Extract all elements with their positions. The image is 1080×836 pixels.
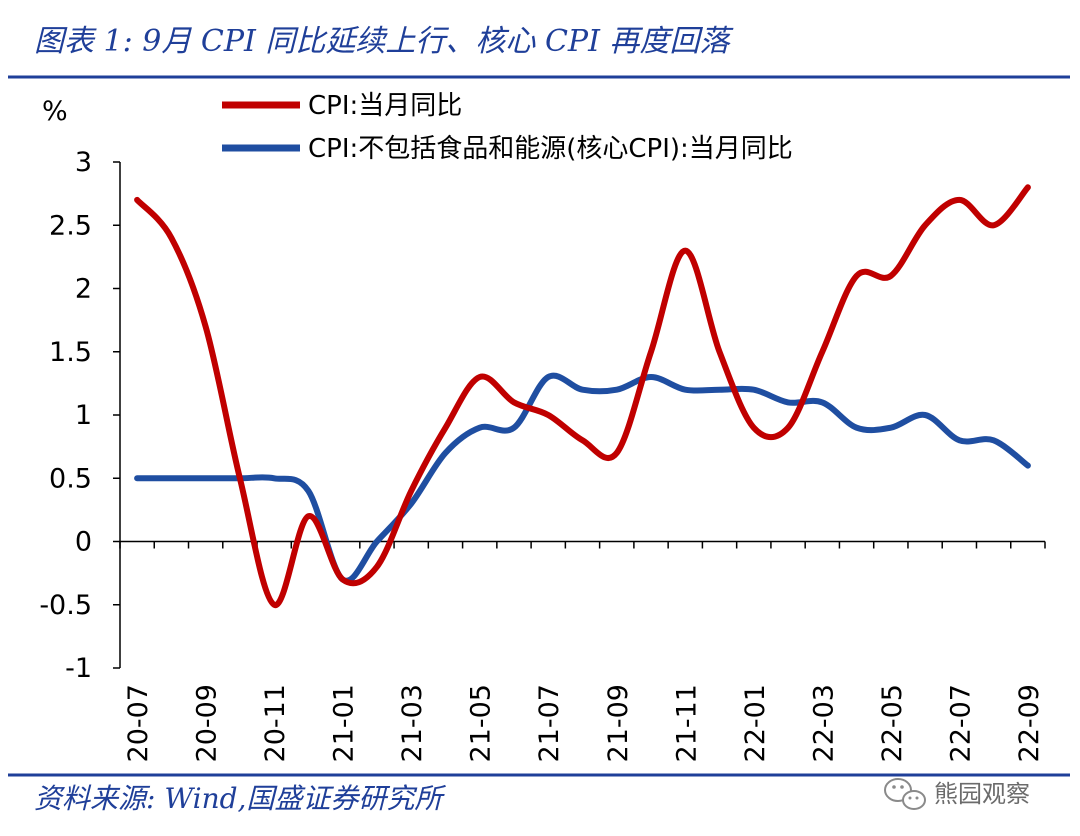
wechat-icon [884, 778, 926, 810]
x-tick-label: 20-11 [260, 684, 291, 762]
x-tick-label: 22-03 [808, 684, 839, 762]
y-tick-label: 2.5 [49, 210, 92, 241]
x-tick-label: 21-09 [603, 684, 634, 762]
watermark: 熊园观察 [884, 778, 1030, 810]
y-tick-label: 3 [75, 147, 92, 178]
x-tick-label: 22-01 [740, 684, 771, 762]
x-tick-label: 21-03 [397, 684, 428, 762]
x-axis: 20-07 20-09 20-11 21-01 21-03 21-05 21-07 21-09… [119, 540, 1046, 762]
y-axis: -1 -0.5 0 0.5 1 1.5 2 2.5 3 [39, 147, 121, 684]
x-tick-label: 22-05 [877, 684, 908, 762]
y-tick-label: 0.5 [49, 463, 92, 494]
series-lines [134, 184, 1031, 608]
y-tick-label: -0.5 [39, 590, 92, 621]
x-tick-label: 21-05 [466, 684, 497, 762]
y-tick-label: 1.5 [49, 337, 92, 368]
x-tick-label: 22-09 [1014, 684, 1045, 762]
x-tick-label: 21-07 [534, 684, 565, 762]
y-tick-label: 0 [75, 527, 92, 558]
y-tick-label: -1 [65, 653, 92, 684]
legend-label-cpi: CPI:当月同比 [308, 91, 462, 121]
x-tick-label: 20-09 [192, 684, 223, 762]
figure-title: 图表 1: 9月 CPI 同比延续上行、核心 CPI 再度回落 [34, 24, 734, 59]
source-note: 资料来源: Wind,国盛证券研究所 [34, 782, 446, 815]
x-tick-label: 22-07 [945, 684, 976, 762]
series-line-core-cpi [134, 372, 1031, 584]
legend-label-core-cpi: CPI:不包括食品和能源(核心CPI):当月同比 [308, 134, 793, 164]
x-tick-label: 20-07 [123, 684, 154, 762]
series-line-cpi [134, 184, 1031, 608]
y-axis-label: % [42, 96, 68, 127]
watermark-text: 熊园观察 [934, 780, 1030, 808]
x-tick-label: 21-01 [329, 684, 360, 762]
x-tick-label: 21-11 [671, 684, 702, 762]
y-tick-label: 1 [75, 400, 92, 431]
y-tick-label: 2 [75, 274, 92, 305]
legend: CPI:当月同比 CPI:不包括食品和能源(核心CPI):当月同比 [222, 91, 793, 164]
